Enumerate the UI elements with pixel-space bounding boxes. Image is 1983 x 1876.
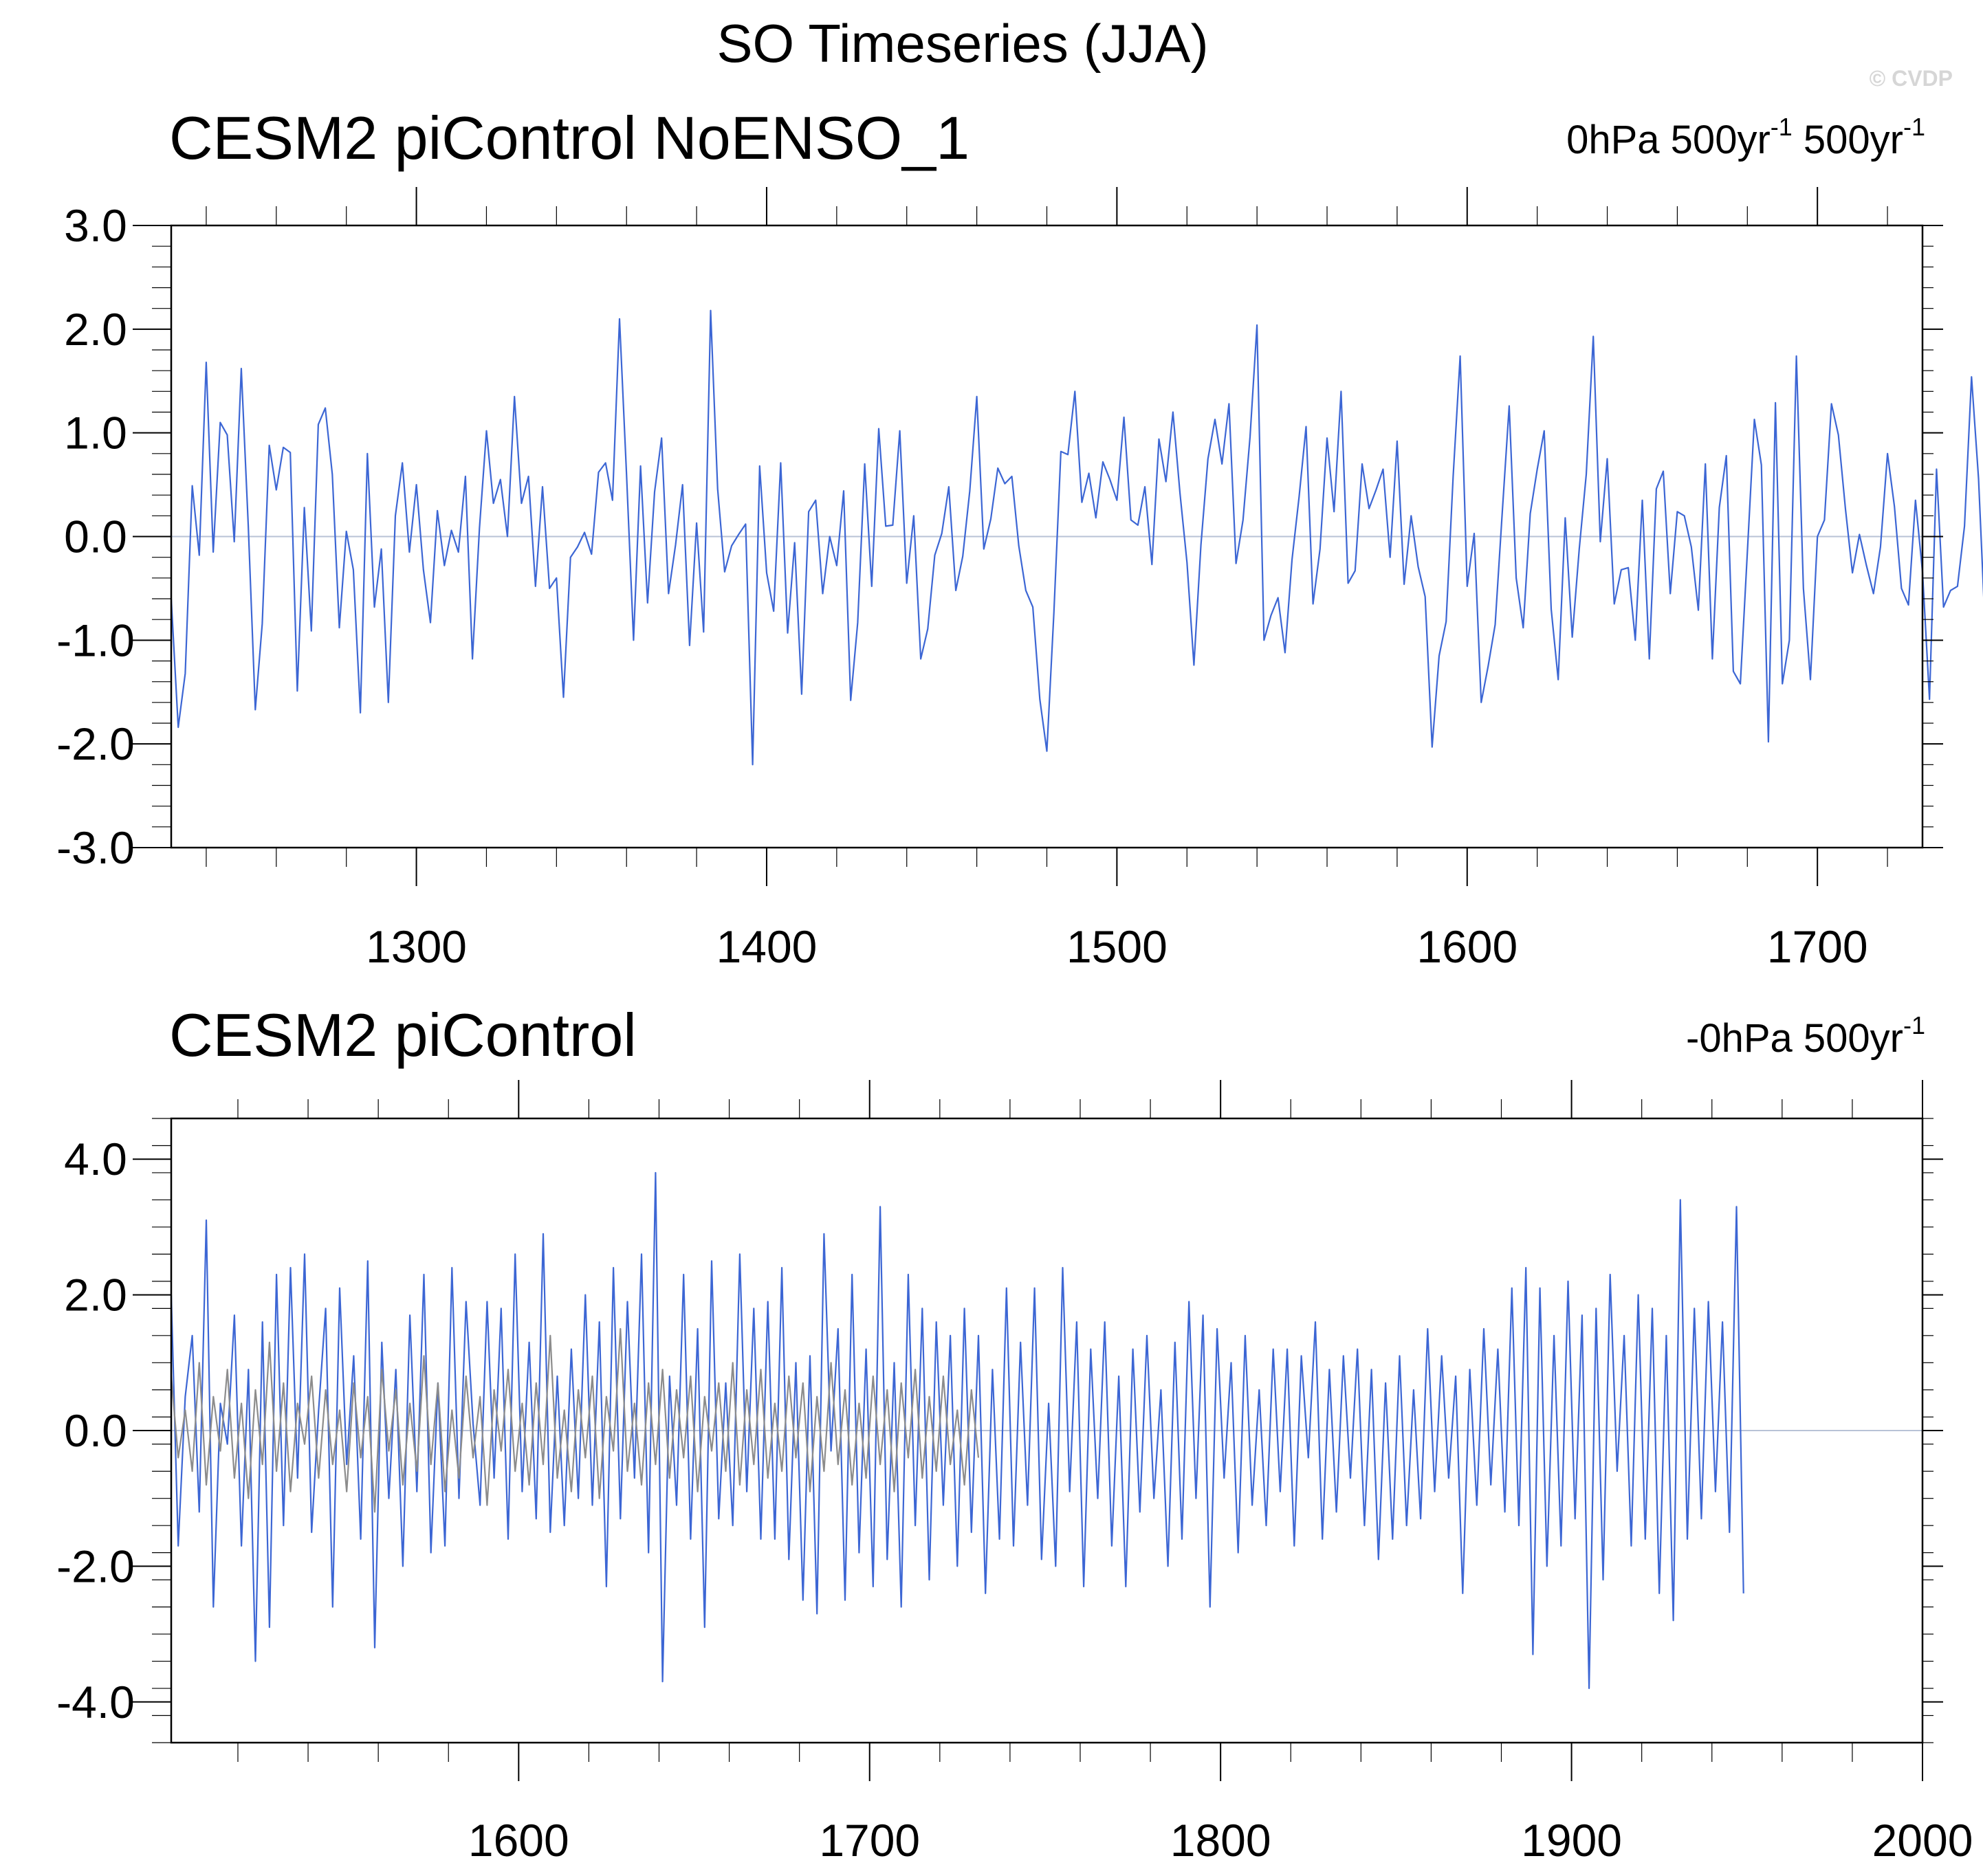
panel-2-y-tick-label: 4.0 — [64, 1134, 127, 1184]
panel-1-y-tick-label: 3.0 — [64, 200, 127, 251]
panel-2-title: CESM2 piControl — [169, 1001, 637, 1069]
panel-2-x-tick-label: 1700 — [819, 1815, 920, 1866]
panel-2-x-tick-label: 1600 — [468, 1815, 569, 1866]
panel-1-right-text: 0hPa 500yr — [1566, 118, 1771, 162]
panel-2-y-tick-label: 2.0 — [64, 1270, 127, 1321]
watermark: © CVDP — [1869, 66, 1953, 91]
panel-2-x-tick-label: 1800 — [1170, 1815, 1271, 1866]
panel-1-y-tick-label: 1.0 — [64, 408, 127, 459]
panel-1-right-label: 0hPa 500yr-1 500yr-1 — [1430, 113, 1925, 163]
panel-2-x-tick-label: 1900 — [1521, 1815, 1622, 1866]
panel-1-y-tick-label: 0.0 — [64, 511, 127, 562]
panel-1-y-tick-label: -1.0 — [56, 615, 135, 665]
panel-2-right-sup: -1 — [1903, 1011, 1925, 1039]
panel-1-y-tick-label: -2.0 — [56, 718, 135, 769]
panel-1-y-tick-label: 2.0 — [64, 304, 127, 355]
panel-1-x-tick-label: 1300 — [366, 921, 467, 972]
chart-title: SO Timeseries (JJA) — [716, 13, 1209, 74]
panel-2-y-tick-label: -2.0 — [56, 1541, 135, 1591]
panel-1-right-sup: -1 — [1770, 113, 1793, 141]
panel-2-x-tick-label: 2000 — [1872, 1815, 1973, 1866]
panel-1-right-sup-2: -1 — [1903, 113, 1925, 141]
panel-1-x-tick-label: 1400 — [716, 921, 818, 972]
panel-2-series-1-line — [170, 1171, 1744, 1690]
panel-1-series-1-line — [170, 309, 1983, 766]
panel-1-x-tick-label: 1600 — [1416, 921, 1518, 972]
panel-2-series-2-line — [170, 1327, 980, 1513]
panel-1-right-text-2: 500yr — [1792, 118, 1903, 162]
panel-1-title: CESM2 piControl NoENSO_1 — [169, 104, 970, 172]
panel-1-y-tick-label: -3.0 — [56, 822, 135, 873]
panel-2-right-label: -0hPa 500yr-1 — [1430, 1011, 1925, 1061]
panel-2-right-text: -0hPa 500yr — [1686, 1016, 1903, 1061]
panel-1-x-tick-label: 1500 — [1066, 921, 1168, 972]
panel-2-y-tick-label: 0.0 — [64, 1405, 127, 1456]
panel-1-x-tick-label: 1700 — [1767, 921, 1868, 972]
panel-2-y-tick-label: -4.0 — [56, 1677, 135, 1728]
